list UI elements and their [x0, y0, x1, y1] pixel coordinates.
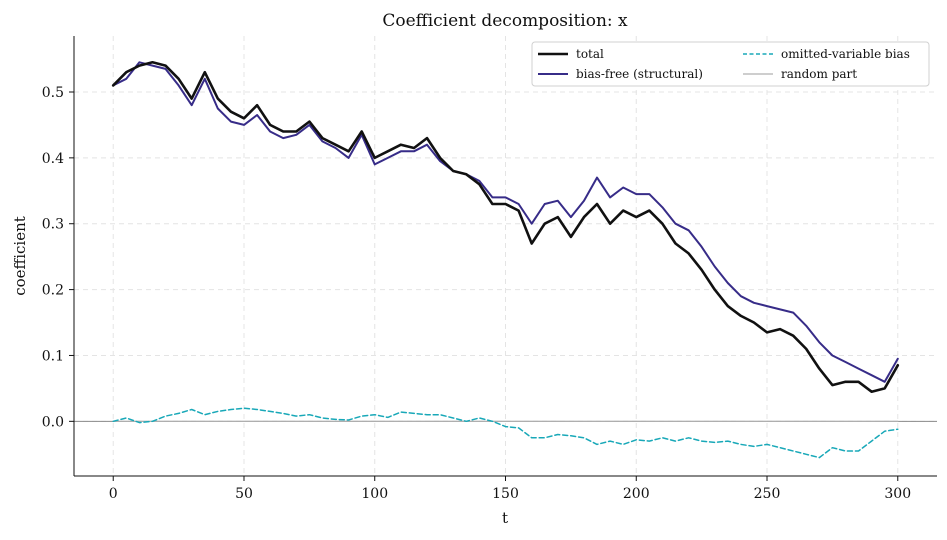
y-ticks: 0.0 0.1 0.2 0.3 0.4 0.5: [42, 85, 74, 430]
x-tick-label: 100: [361, 486, 388, 502]
legend-label-omitted-variable-bias: omitted-variable bias: [781, 47, 910, 61]
y-tick-label: 0.1: [42, 348, 64, 364]
y-tick-label: 0.5: [42, 85, 64, 101]
series-line-total: [111, 60, 900, 394]
x-tick-label: 250: [754, 486, 781, 502]
legend-frame: [531, 41, 930, 87]
y-tick-label: 0.0: [42, 414, 64, 430]
legend-label-random-part: random part: [781, 67, 857, 81]
legend-label-bias-free: bias-free (structural): [576, 67, 703, 81]
x-tick-label: 0: [109, 486, 118, 502]
grid: [74, 36, 937, 476]
x-ticks: 0 50 100 150 200 250 300: [109, 476, 911, 502]
legend-entry-omitted-variable-bias: omitted-variable bias: [743, 47, 910, 61]
chart-title: Coefficient decomposition: x: [382, 11, 628, 31]
legend-entry-total: total: [538, 47, 604, 61]
y-axis-label: coefficient: [11, 216, 29, 296]
legend: total bias-free (structural) omitted-var…: [531, 41, 930, 87]
y-tick-label: 0.3: [42, 217, 64, 233]
y-tick-label: 0.2: [42, 283, 64, 299]
x-tick-label: 200: [623, 486, 650, 502]
legend-entry-random-part: random part: [743, 67, 857, 81]
legend-label-total: total: [576, 47, 604, 61]
series-line-omitted-variable-bias: [112, 407, 899, 459]
series-line-bias-free-structural: [112, 61, 899, 383]
x-tick-label: 150: [492, 486, 519, 502]
x-tick-label: 50: [235, 486, 253, 502]
x-axis-label: t: [502, 509, 508, 527]
series-lines: [111, 60, 900, 459]
legend-entry-bias-free: bias-free (structural): [538, 67, 703, 81]
y-tick-label: 0.4: [42, 151, 64, 167]
x-tick-label: 300: [884, 486, 911, 502]
